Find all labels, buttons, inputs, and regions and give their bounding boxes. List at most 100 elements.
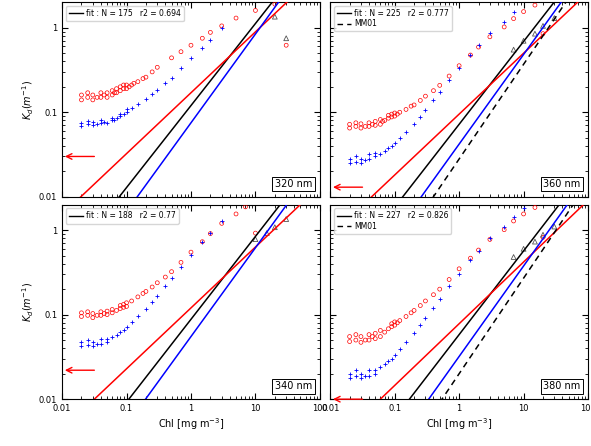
Point bbox=[88, 91, 98, 99]
Point bbox=[251, 230, 260, 237]
Point bbox=[407, 103, 416, 110]
Text: 360 nm: 360 nm bbox=[543, 179, 580, 189]
Point bbox=[384, 115, 393, 122]
Point bbox=[519, 245, 528, 252]
Point bbox=[122, 85, 131, 92]
Point bbox=[206, 230, 215, 237]
Point bbox=[444, 73, 454, 80]
Point bbox=[351, 158, 361, 165]
Point bbox=[380, 147, 389, 154]
Point bbox=[410, 101, 419, 108]
Point bbox=[390, 322, 400, 329]
Point bbox=[96, 94, 106, 101]
Point bbox=[99, 91, 109, 99]
Point bbox=[421, 107, 430, 114]
Point bbox=[376, 121, 385, 128]
Point bbox=[231, 211, 241, 218]
Point bbox=[167, 74, 176, 82]
Point bbox=[485, 33, 495, 41]
Point bbox=[122, 323, 131, 330]
Point bbox=[401, 106, 411, 113]
Point bbox=[435, 82, 444, 89]
Point bbox=[167, 274, 176, 281]
Point bbox=[356, 374, 366, 381]
Point bbox=[410, 307, 419, 314]
Point bbox=[421, 297, 430, 305]
Point bbox=[83, 118, 92, 125]
Point bbox=[99, 310, 109, 317]
Point bbox=[466, 255, 475, 262]
Point bbox=[77, 123, 86, 130]
Point bbox=[270, 223, 280, 231]
Point bbox=[83, 89, 92, 96]
Point bbox=[410, 330, 419, 337]
Point bbox=[384, 144, 393, 151]
Point bbox=[141, 305, 151, 312]
Point bbox=[206, 29, 215, 36]
Point bbox=[152, 86, 162, 93]
Point bbox=[102, 335, 112, 342]
Point bbox=[281, 215, 291, 223]
Point bbox=[509, 217, 518, 224]
Point bbox=[138, 290, 148, 297]
Point bbox=[108, 91, 117, 99]
Point bbox=[217, 25, 226, 32]
Point bbox=[364, 123, 374, 130]
Point bbox=[186, 41, 196, 49]
Point bbox=[428, 304, 438, 311]
Point bbox=[415, 97, 425, 104]
Point bbox=[270, 0, 280, 8]
Point bbox=[395, 346, 404, 353]
Point bbox=[387, 323, 397, 330]
Point bbox=[133, 293, 142, 301]
Point bbox=[152, 279, 162, 286]
Point bbox=[401, 129, 411, 136]
Point bbox=[108, 87, 117, 94]
Point bbox=[96, 340, 106, 347]
Point bbox=[88, 343, 98, 350]
Point bbox=[147, 68, 157, 75]
Point bbox=[519, 37, 528, 44]
Legend: fit : N = 188   r2 = 0.77: fit : N = 188 r2 = 0.77 bbox=[66, 208, 178, 223]
Point bbox=[392, 111, 402, 118]
Point bbox=[509, 9, 518, 16]
Point bbox=[88, 122, 98, 129]
Point bbox=[251, 7, 260, 14]
Point bbox=[376, 116, 385, 123]
Point bbox=[499, 223, 509, 230]
Point bbox=[474, 41, 483, 49]
Point bbox=[141, 74, 151, 81]
Point bbox=[392, 319, 402, 326]
Point bbox=[371, 335, 380, 342]
Point bbox=[133, 100, 142, 107]
Point bbox=[387, 320, 397, 327]
Point bbox=[161, 80, 170, 87]
Point bbox=[371, 153, 380, 160]
Point bbox=[384, 112, 393, 119]
Point bbox=[88, 310, 98, 317]
Point bbox=[96, 308, 106, 315]
Point bbox=[485, 236, 495, 243]
Point bbox=[368, 121, 377, 128]
Point bbox=[530, 238, 540, 245]
Point bbox=[92, 94, 102, 101]
Point bbox=[371, 118, 380, 125]
Point bbox=[96, 117, 106, 124]
Legend: fit : N = 227   r2 = 0.826, MM01: fit : N = 227 r2 = 0.826, MM01 bbox=[334, 208, 452, 234]
Point bbox=[384, 358, 393, 365]
Point bbox=[454, 64, 464, 71]
Point bbox=[88, 339, 98, 346]
Point bbox=[444, 276, 454, 283]
Point bbox=[241, 203, 250, 211]
Point bbox=[444, 283, 454, 290]
Point bbox=[435, 89, 444, 96]
Point bbox=[141, 95, 151, 102]
Point bbox=[519, 211, 528, 218]
Point bbox=[152, 64, 162, 71]
Point bbox=[122, 106, 131, 113]
Point bbox=[410, 121, 419, 128]
Point bbox=[509, 253, 518, 260]
Point bbox=[530, 1, 540, 8]
Point bbox=[395, 134, 404, 141]
Point bbox=[345, 338, 355, 345]
